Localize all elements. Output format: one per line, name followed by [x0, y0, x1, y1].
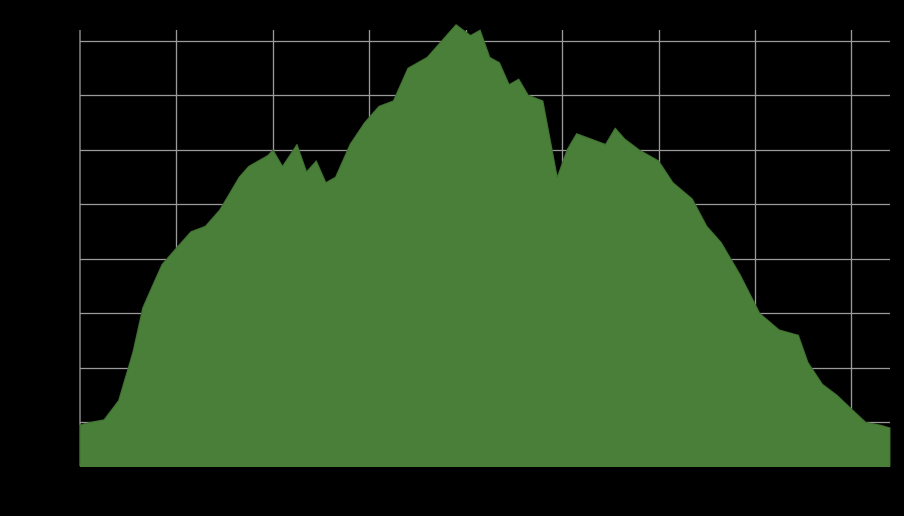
chart-canvas	[0, 0, 904, 516]
area-chart	[0, 0, 904, 516]
